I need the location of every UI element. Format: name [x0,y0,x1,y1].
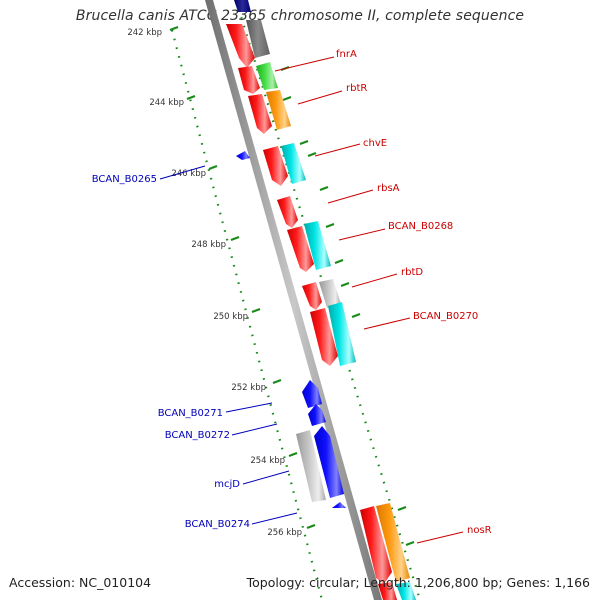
gene-arrow [302,282,322,310]
gene-arrow [376,503,410,582]
scale-tick-label: 256 kbp [267,528,302,538]
gene-label-fnrA: fnrA [336,49,357,60]
scale-tick-label: 242 kbp [127,28,162,38]
scale-tick [169,25,179,32]
forward-labels: fnrA rbtR chvE rbsA BCAN_B0268 rbtD BCAN… [336,49,492,536]
scale-tick-label: 246 kbp [171,169,206,179]
scale-tick-label: 248 kbp [191,240,226,250]
gene-label-rbtR: rbtR [346,83,367,94]
gene-arrow [328,302,356,366]
scale-tick [251,307,261,314]
gene-label-BCAN_B0274: BCAN_B0274 [185,519,250,530]
outer-guide-dots [234,0,422,600]
gene-arrow [281,143,306,184]
scale-ticks [169,25,316,530]
gene-arrow [319,279,341,308]
gene-arrow [378,582,397,600]
gene-arrow [310,308,338,366]
gene-label-BCAN_B0265: BCAN_B0265 [92,174,157,185]
chromosome-backbone [205,0,382,600]
forward-feature-ticks [280,65,415,547]
scale-tick-label: 250 kbp [213,312,248,322]
forward-genes [226,0,416,600]
gene-arrow [266,90,291,130]
gene-label-rbtD: rbtD [401,267,423,278]
gene-label-BCAN_B0270: BCAN_B0270 [413,311,478,322]
scale-tick-label: 252 kbp [231,383,266,393]
gene-arrow [226,24,255,68]
scale-tick-label: 244 kbp [149,98,184,108]
reverse-label-leaders [159,165,298,525]
scale-tick [306,523,316,530]
gene-label-BCAN_B0268: BCAN_B0268 [388,221,453,232]
gene-label-mcjD: mcjD [214,479,240,490]
gene-arrow [360,506,392,584]
scale-tick [208,164,218,171]
gene-arrow [314,426,344,498]
gene-arrow [256,62,278,90]
scale-tick [272,378,282,385]
reverse-genes [236,151,346,508]
gene-arrow [332,502,346,508]
gene-arrow [238,66,260,94]
map-title: Brucella canis ATCC 23365 chromosome II,… [75,8,525,24]
gene-arrow [248,94,272,134]
gene-arrow [287,226,314,272]
gene-label-BCAN_B0271: BCAN_B0271 [158,408,223,419]
accession-text: Accession: NC_010104 [9,575,152,590]
scale-tick [230,235,240,242]
scale-tick [186,94,196,101]
gene-label-BCAN_B0272: BCAN_B0272 [165,430,230,441]
gene-arrow [234,0,251,12]
gene-arrow [277,196,298,228]
gene-arrow [236,151,250,160]
gene-arrow [304,221,331,270]
genome-summary-text: Topology: circular; Length: 1,206,800 bp… [246,575,590,590]
gene-arrow [308,404,326,426]
scale-tick-label: 254 kbp [250,456,285,466]
gene-arrow [246,20,270,58]
gene-arrow [302,380,322,408]
scale-tick [288,451,298,458]
gene-label-chvE: chvE [363,138,387,149]
gene-arrow [296,430,326,502]
gene-arrow [396,582,416,600]
gene-label-rbsA: rbsA [377,183,400,194]
gene-label-nosR: nosR [467,525,492,536]
reverse-labels: BCAN_B0265 BCAN_B0271 BCAN_B0272 mcjD BC… [92,174,250,530]
scale-tick-labels: 242 kbp 244 kbp 246 kbp 248 kbp 250 kbp … [127,28,302,538]
gene-arrow [263,146,288,186]
forward-label-leaders [274,56,464,544]
